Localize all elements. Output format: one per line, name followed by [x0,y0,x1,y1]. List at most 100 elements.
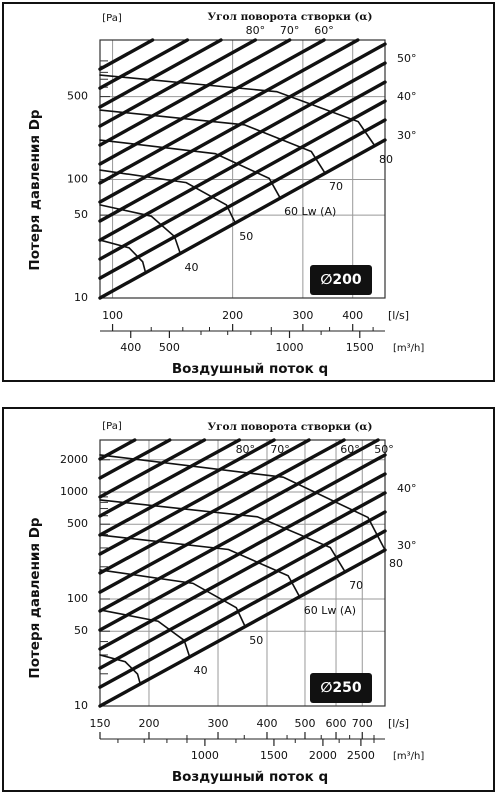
x2-tick-label: 1500 [346,341,374,354]
angle-label: 60° [340,443,360,456]
angle-label: 70° [270,443,290,456]
badge-text: ∅250 [320,680,361,696]
x-tick-label: 400 [342,309,363,322]
sound-curve [99,109,326,174]
panel-frame [2,2,495,382]
angle-line [98,38,292,147]
badge-box [310,673,372,703]
sound-label: 70 [329,180,343,193]
x-tick-label: 150 [90,717,111,730]
angle-line [98,438,380,594]
chart-title: Угол поворота створки (α) [208,11,373,23]
x-tick-label: 700 [352,717,373,730]
sound-curve [99,654,142,685]
y-tick-label: 500 [67,517,88,530]
angle-line [98,438,207,499]
sound-curve [99,74,376,147]
angle-line [98,438,242,518]
angle-line [98,38,258,128]
y-tick-label: 1000 [60,485,88,498]
y-axis-label: Потеря давления Dp [27,517,43,679]
y-tick-label: 100 [67,592,88,605]
x2-unit: [m³/h] [393,751,424,762]
x-tick-label: 400 [256,717,277,730]
y-unit: [Pa] [102,421,122,432]
x-unit: [l/s] [388,717,409,730]
x-tick-label: 300 [292,309,313,322]
sound-label: 50 [249,634,263,647]
angle-line [98,438,276,537]
x2-tick-label: 1000 [276,341,304,354]
angle-line [98,38,190,90]
angle-label: 30° [397,129,417,142]
x2-tick-label: 500 [159,341,180,354]
sound-label: 70 [349,579,363,592]
angle-line [98,438,346,575]
x2-tick-label: 400 [120,341,141,354]
angle-line [98,61,387,223]
y-unit: [Pa] [102,13,122,24]
angle-label: 50° [397,52,417,65]
angle-label: 60° [314,24,334,37]
angle-line [98,438,137,461]
angle-line [98,99,387,261]
y-tick-label: 50 [74,624,88,637]
angle-line [98,491,387,651]
plot-frame [99,39,386,299]
y-tick-label: 500 [67,90,88,103]
angle-label: 70° [280,24,300,37]
sound-label: 60 Lw (A) [284,205,336,218]
x2-tick-label: 2500 [347,749,375,762]
sound-curve [99,569,247,628]
chart-title: Угол поворота створки (α) [208,421,373,433]
x-tick-label: 200 [138,717,159,730]
y-tick-label: 10 [74,699,88,712]
angle-label: 30° [397,539,417,552]
sound-label: 60 Lw (A) [304,604,356,617]
angle-line [98,38,326,166]
angle-label: 80° [236,443,256,456]
angle-line [98,438,172,480]
badge-box [310,265,372,295]
angle-line [98,138,387,300]
angle-line [98,453,387,613]
sound-curve [99,204,182,255]
sound-label: 50 [239,230,253,243]
sound-label: 40 [194,664,208,677]
y-tick-label: 2000 [60,453,88,466]
angle-line [98,548,387,708]
sound-label: 80 [379,153,393,166]
sound-label: 80 [389,557,403,570]
angle-line [98,510,387,670]
angle-label: 80° [246,24,266,37]
sound-curve [99,239,147,274]
sound-curve [99,499,346,573]
y-tick-label: 10 [74,291,88,304]
x-axis-label: Воздушный поток q [172,361,328,377]
x2-tick-label: 1000 [191,749,219,762]
angle-line [98,529,387,689]
y-tick-label: 100 [67,172,88,185]
x-axis-label: Воздушный поток q [172,769,328,785]
angle-line [98,38,155,71]
sound-curve [99,139,281,199]
y-axis-label: Потеря давления Dp [27,109,43,271]
angle-line [98,38,223,109]
x-tick-label: 600 [326,717,347,730]
angle-line [98,438,311,556]
panel-frame [2,407,495,792]
angle-line [98,42,387,204]
angle-line [98,38,360,185]
x2-tick-label: 2000 [309,749,337,762]
angle-label: 40° [397,482,417,495]
badge-text: ∅200 [320,272,361,288]
x2-tick-label: 1500 [260,749,288,762]
angle-label: 40° [397,90,417,103]
x-tick-label: 200 [222,309,243,322]
x-unit: [l/s] [388,309,409,322]
sound-label: 40 [184,261,198,274]
angle-label: 50° [374,443,394,456]
angle-line [98,118,387,280]
sound-curve [99,609,191,658]
